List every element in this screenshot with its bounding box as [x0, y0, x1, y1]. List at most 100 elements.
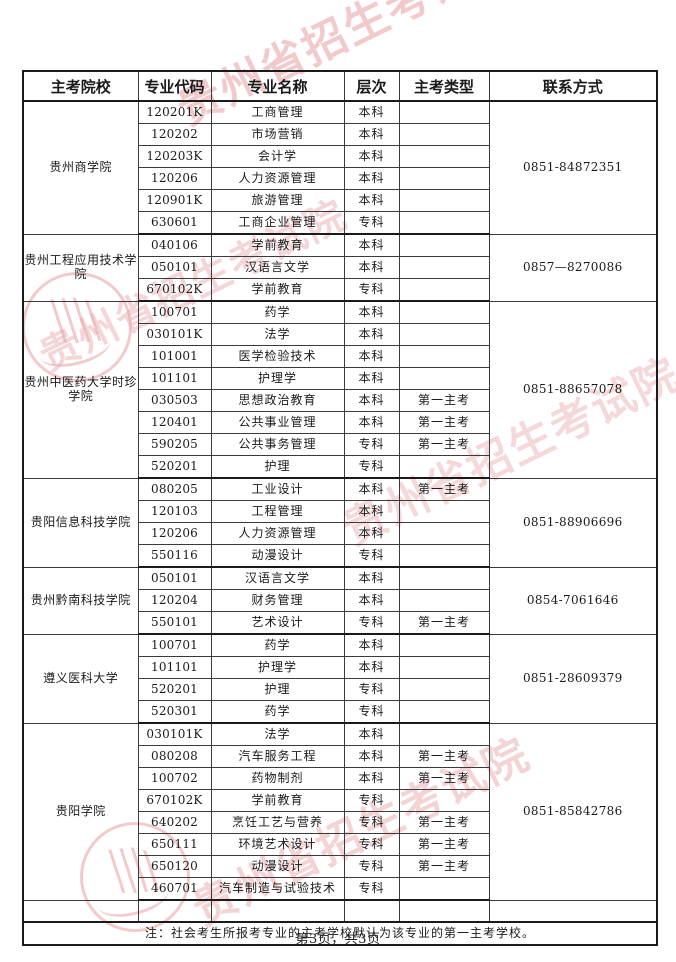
cell-major-name-empty [210, 899, 345, 923]
table-row: 590205 公共事务管理 专科 第一主考 [23, 433, 657, 456]
table-header: 主考院校 专业代码 专业名称 层次 主考类型 联系方式 [22, 70, 658, 102]
cell-major-code: 120206 [137, 522, 212, 545]
cell-level: 本科 [343, 233, 400, 257]
cell-major-code: 590205 [137, 433, 212, 456]
cell-major-code: 670102K [137, 278, 212, 302]
cell-level: 本科 [343, 100, 400, 124]
cell-exam-type [398, 123, 490, 146]
cell-exam-type [398, 367, 490, 390]
cell-school-empty [22, 899, 139, 923]
cell-level: 本科 [343, 367, 400, 390]
cell-major-name: 汉语言文学 [210, 566, 345, 590]
cell-major-name: 会计学 [210, 145, 345, 168]
cell-school: 遵义医科大学 [22, 633, 139, 724]
table-row: 030101K 法学 本科 [23, 323, 657, 346]
cell-level: 本科 [343, 477, 400, 501]
cell-level: 专科 [343, 455, 400, 479]
cell-major-name: 学前教育 [210, 278, 345, 302]
table-row: 120204 财务管理 本科 [23, 589, 657, 612]
cell-level: 专科 [343, 811, 400, 834]
table-row: 101101 护理学 本科 [23, 367, 657, 390]
cell-major-code: 100702 [137, 767, 212, 790]
cell-level: 本科 [343, 123, 400, 146]
cell-level: 专科 [343, 611, 400, 635]
cell-level: 本科 [343, 745, 400, 768]
major-registration-table: 主考院校 专业代码 专业名称 层次 主考类型 联系方式 贵州商学院 120201K… [22, 70, 658, 946]
cell-major-code: 100701 [137, 300, 212, 324]
cell-exam-type [398, 566, 490, 590]
cell-major-code: 120203K [137, 145, 212, 168]
cell-exam-type [398, 100, 490, 124]
column-header-type: 主考类型 [398, 70, 490, 102]
cell-major-name: 艺术设计 [210, 611, 345, 635]
cell-major-code: 520301 [137, 700, 212, 724]
column-header-contact: 联系方式 [488, 70, 658, 102]
table-note: 注：社会考生所报考专业的主考学校默认为该专业的第一主考学校。 [22, 921, 658, 946]
cell-contact: 0851-85842786 [488, 722, 658, 901]
cell-major-code: 120202 [137, 123, 212, 146]
cell-exam-type [398, 300, 490, 324]
table-row: 520201 护理 专科 [23, 455, 657, 479]
cell-level: 本科 [343, 389, 400, 412]
cell-contact: 0854-7061646 [488, 566, 658, 635]
cell-major-name: 市场营销 [210, 123, 345, 146]
page-footer: 第3页，共3页 [295, 932, 381, 947]
cell-major-code: 050101 [137, 256, 212, 279]
cell-level: 本科 [343, 323, 400, 346]
cell-exam-type-empty [398, 899, 490, 923]
table-row: 贵州工程应用技术学院 040106 学前教育 本科 0857—8270086 [22, 233, 658, 302]
cell-exam-type [398, 233, 490, 257]
cell-contact: 0851-28609379 [488, 633, 658, 724]
column-header-level: 层次 [343, 70, 400, 102]
cell-exam-type: 第一主考 [398, 433, 490, 456]
cell-level: 专科 [343, 833, 400, 856]
cell-exam-type [398, 789, 490, 812]
cell-contact: 0851-88906696 [488, 477, 658, 568]
cell-exam-type [398, 167, 490, 190]
cell-major-name: 财务管理 [210, 589, 345, 612]
cell-exam-type: 第一主考 [398, 389, 490, 412]
cell-exam-type [398, 589, 490, 612]
cell-level: 本科 [343, 189, 400, 212]
column-header-school: 主考院校 [22, 70, 139, 102]
cell-major-code: 120204 [137, 589, 212, 612]
cell-level: 专科 [343, 678, 400, 701]
cell-major-code: 650111 [137, 833, 212, 856]
table-row-blank [22, 899, 658, 923]
table-row: 遵义医科大学 100701 药学 本科 0851-28609379 [22, 633, 658, 724]
cell-major-code: 640202 [137, 811, 212, 834]
cell-major-code: 040106 [137, 233, 212, 257]
cell-school: 贵州商学院 [22, 100, 139, 235]
cell-major-name: 环境艺术设计 [210, 833, 345, 856]
cell-major-name: 学前教育 [210, 233, 345, 257]
cell-school: 贵州黔南科技学院 [22, 566, 139, 635]
cell-major-name: 动漫设计 [210, 544, 345, 568]
cell-major-code: 030101K [137, 722, 212, 746]
column-header-code: 专业代码 [137, 70, 212, 102]
cell-school: 贵州工程应用技术学院 [22, 233, 139, 302]
cell-exam-type [398, 678, 490, 701]
cell-exam-type: 第一主考 [398, 833, 490, 856]
table-row: 120401 公共事业管理 本科 第一主考 [23, 411, 657, 434]
cell-major-name: 工业设计 [210, 477, 345, 501]
cell-level: 本科 [343, 722, 400, 746]
cell-level: 专科 [343, 789, 400, 812]
cell-major-name: 汽车服务工程 [210, 745, 345, 768]
table-row: 520201 护理 专科 [23, 678, 657, 701]
cell-major-name: 药学 [210, 700, 345, 724]
cell-level: 本科 [343, 500, 400, 523]
cell-level: 本科 [343, 566, 400, 590]
cell-major-code: 101101 [137, 656, 212, 679]
table-row: 670102K 学前教育 专科 [23, 278, 657, 302]
cell-contact-empty [488, 899, 658, 923]
cell-exam-type: 第一主考 [398, 767, 490, 790]
cell-level: 本科 [343, 656, 400, 679]
table-row: 630601 工商企业管理 专科 [23, 211, 657, 235]
cell-major-code: 670102K [137, 789, 212, 812]
cell-exam-type [398, 323, 490, 346]
table-row: 550116 动漫设计 专科 [23, 544, 657, 568]
cell-level: 本科 [343, 167, 400, 190]
cell-level: 专科 [343, 700, 400, 724]
table-row: 460701 汽车制造与试验技术 专科 [23, 877, 657, 901]
